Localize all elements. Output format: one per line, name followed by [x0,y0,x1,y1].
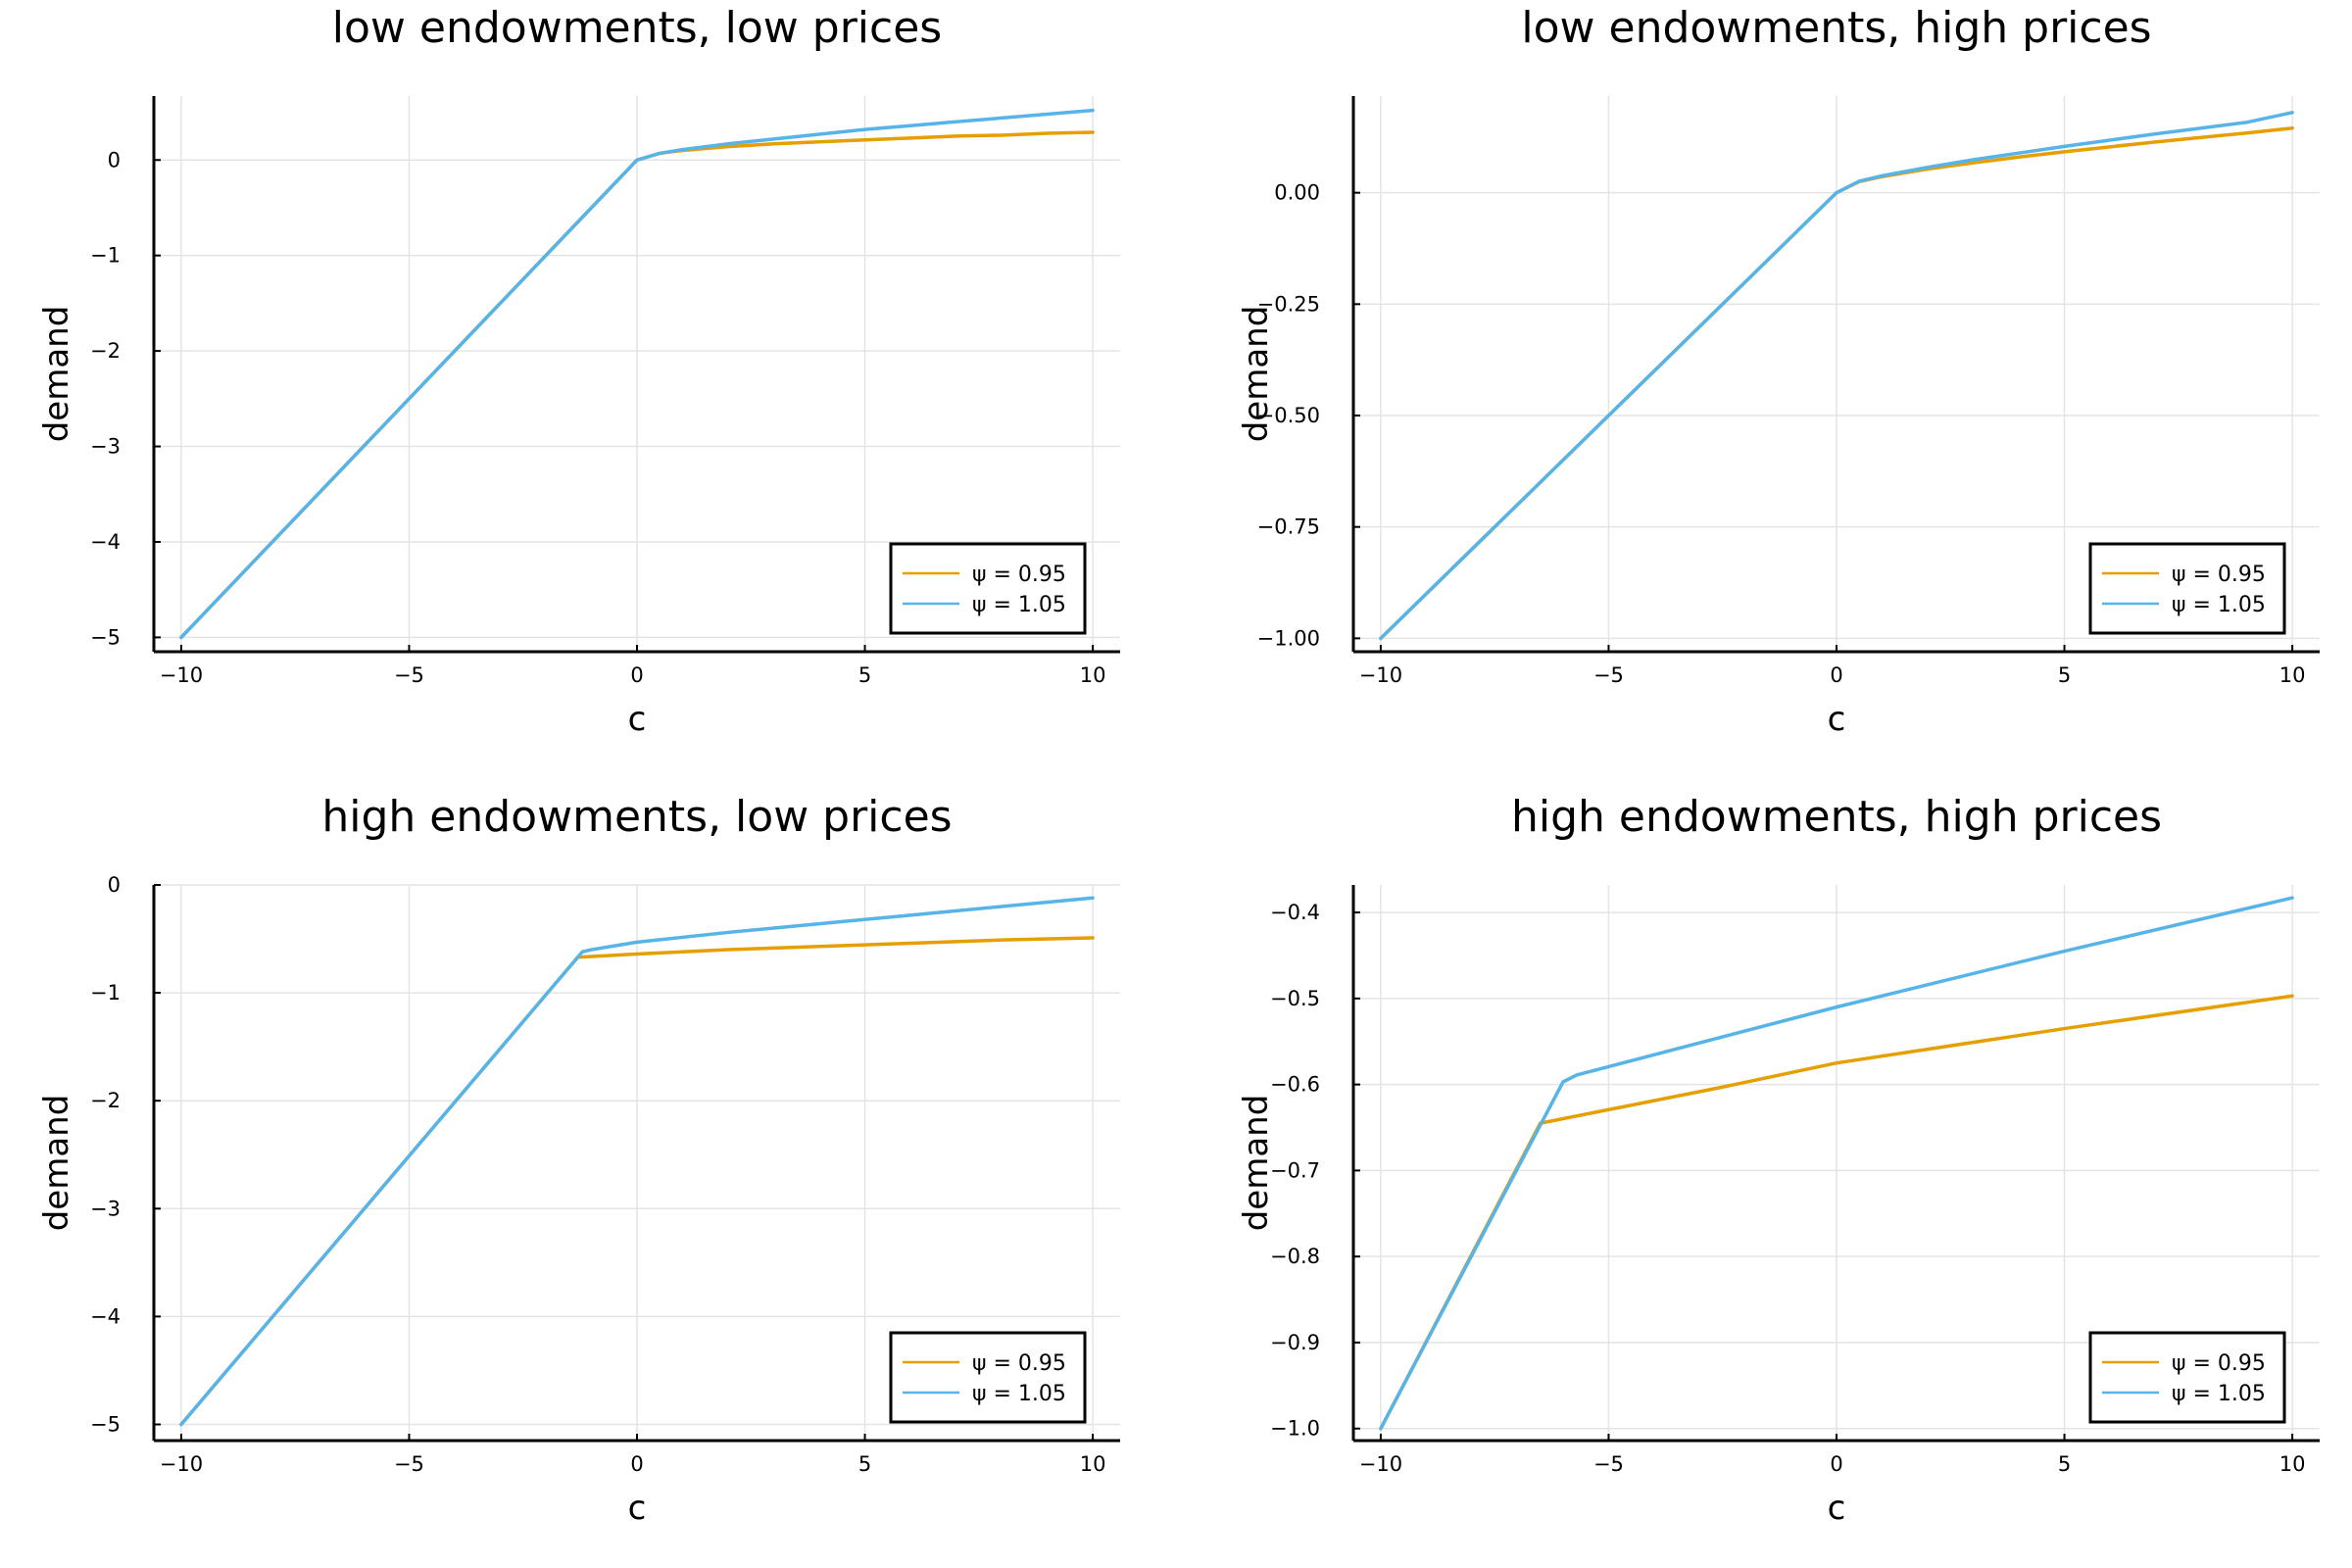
x-tick-label: 5 [858,1452,871,1476]
x-tick-label: 5 [858,663,871,687]
y-axis-label: demand [1237,1095,1276,1232]
y-tick-label: −3 [90,1197,121,1220]
series-line-psi-105 [1379,896,2294,1431]
x-axis-label: c [628,700,647,739]
panel-2: −10 −5 0 5 10 −1.00 −0.75 −0.50 −0.25 0.00 low end… [1237,3,2320,739]
legend: ψ = 0.95 ψ = 1.05 [889,1331,1087,1424]
legend: ψ = 0.95 ψ = 1.05 [2088,542,2286,635]
legend-entry: ψ = 0.95 [972,1351,1066,1376]
x-tick-label: −5 [394,663,424,687]
x-tick-label: 10 [2279,663,2306,687]
x-tick-label: 5 [2058,1452,2071,1476]
y-tick-label: −0.4 [1270,901,1320,924]
series-line-psi-105 [179,896,1095,1427]
x-tick-label: −5 [394,1452,424,1476]
legend-entry: ψ = 1.05 [972,593,1066,617]
y-tick-label: −1.00 [1257,626,1320,650]
y-tick-label: −5 [90,1412,121,1436]
y-tick-label: −0.7 [1270,1158,1320,1182]
y-tick-label: −0.5 [1270,987,1320,1010]
legend-entry: ψ = 1.05 [2172,593,2266,617]
legend-box [2088,1331,2286,1424]
y-tick-label: −5 [90,625,121,649]
panel-4: −10 −5 0 5 10 −1.0 −0.9 −0.8 −0.7 −0.6 −0.5 −0.4 hig… [1237,792,2320,1528]
y-axis-label: demand [37,1095,76,1232]
x-tick-label: −10 [160,1452,203,1476]
x-tick-label: −5 [1593,663,1624,687]
y-tick-label: −3 [90,435,121,459]
legend-box [2088,542,2286,635]
x-axis-label: c [1828,700,1846,739]
series-line-psi-095 [179,936,1095,1427]
x-tick-label: 0 [630,1452,643,1476]
y-tick-label: −1.0 [1270,1417,1320,1441]
x-axis-label: c [1828,1489,1846,1528]
y-tick-label: −0.6 [1270,1073,1320,1097]
y-axis-label: demand [37,306,76,443]
legend: ψ = 0.95 ψ = 1.05 [889,542,1087,635]
x-tick-label: 5 [2058,663,2071,687]
legend-entry: ψ = 0.95 [2172,1351,2266,1376]
y-tick-label: −1 [90,244,121,268]
y-tick-label: 0 [108,873,121,897]
legend-entry: ψ = 0.95 [2172,563,2266,587]
panel-title: high endowments, low prices [321,792,952,842]
y-tick-label: −0.8 [1270,1245,1320,1268]
panel-title: low endowments, high prices [1521,3,2151,53]
y-tick-label: −4 [90,1304,121,1328]
x-tick-label: 0 [1830,1452,1842,1476]
legend-entry: ψ = 1.05 [2172,1382,2266,1406]
series-line-psi-105 [1379,111,2294,641]
y-tick-label: −1 [90,981,121,1004]
y-tick-label: −4 [90,530,121,554]
x-tick-label: 0 [630,663,643,687]
y-tick-label: 0 [108,148,121,172]
legend-entry: ψ = 0.95 [972,563,1066,587]
y-axis-label: demand [1237,306,1276,443]
y-tick-label: −0.75 [1257,515,1320,539]
x-tick-label: 10 [1080,1452,1106,1476]
legend-box [889,1331,1087,1424]
x-tick-label: −10 [1359,1452,1402,1476]
y-tick-label: 0.00 [1274,181,1320,205]
series-line-psi-105 [179,108,1095,640]
y-tick-label: −0.25 [1257,292,1320,316]
x-tick-label: −10 [1359,663,1402,687]
legend-box [889,542,1087,635]
y-tick-label: −0.9 [1270,1331,1320,1354]
legend: ψ = 0.95 ψ = 1.05 [2088,1331,2286,1424]
y-tick-label: −0.50 [1257,404,1320,427]
y-tick-label: −2 [90,1089,121,1112]
x-axis-label: c [628,1489,647,1528]
legend-entry: ψ = 1.05 [972,1382,1066,1406]
x-tick-label: −10 [160,663,203,687]
x-tick-label: 10 [2279,1452,2306,1476]
x-tick-label: 0 [1830,663,1842,687]
y-tick-label: −2 [90,339,121,363]
x-tick-label: −5 [1593,1452,1624,1476]
x-tick-label: 10 [1080,663,1106,687]
panel-title: high endowments, high prices [1511,792,2162,842]
panel-title: low endowments, low prices [332,3,942,53]
